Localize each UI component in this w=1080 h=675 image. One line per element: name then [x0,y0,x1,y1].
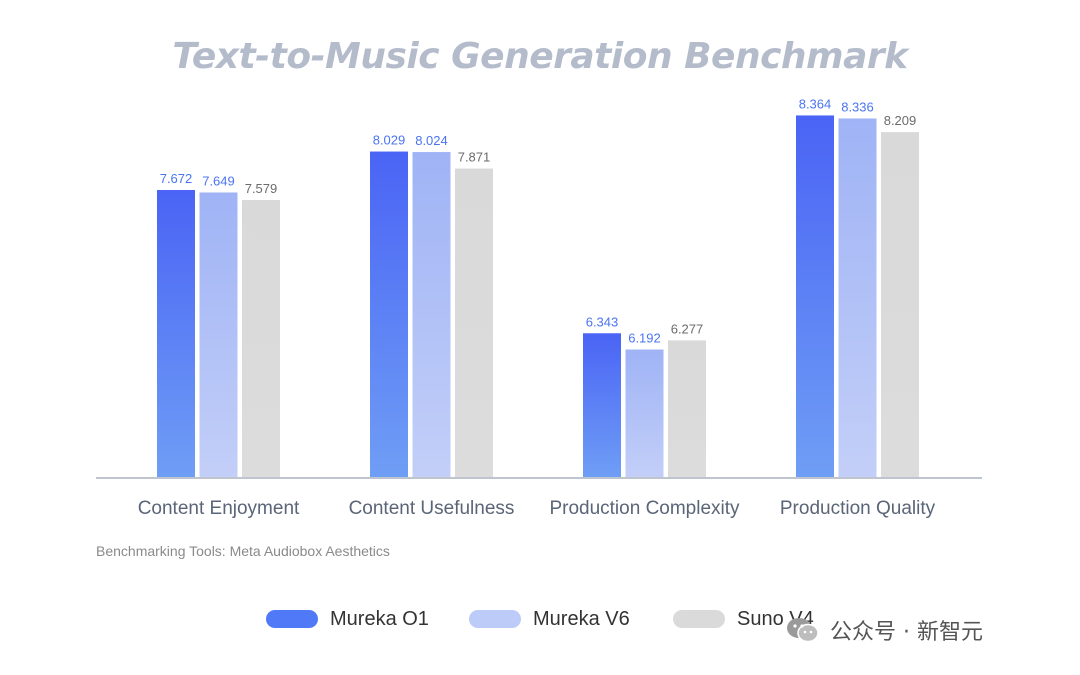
bar-suno-v4-content-enjoyment [242,200,280,478]
bar-suno-v4-production-quality [881,132,919,478]
x-tick-label-production-quality: Production Quality [780,498,936,519]
data-label-suno-v4-production-complexity: 6.277 [671,321,704,336]
legend-swatch-mureka-o1 [266,610,318,628]
data-label-mureka-o1-content-enjoyment: 7.672 [160,171,193,186]
bar-mureka-o1-production-complexity [583,333,621,478]
legend-swatch-mureka-v6 [469,610,521,628]
bar-mureka-o1-content-usefulness [370,151,408,478]
bar-mureka-v6-production-quality [838,118,877,478]
watermark-text: 公众号 · 新智元 [830,620,983,645]
x-tick-label-content-enjoyment: Content Enjoyment [138,498,300,519]
watermark: 公众号 · 新智元 [786,614,983,646]
data-label-mureka-o1-production-complexity: 6.343 [586,314,619,329]
x-tick-label-production-complexity: Production Complexity [549,498,740,519]
chart-title: Text-to-Music Generation Benchmark [172,36,908,77]
data-label-suno-v4-production-quality: 8.209 [884,113,917,128]
wechat-icon [787,618,819,643]
data-label-mureka-o1-production-quality: 8.364 [799,96,832,111]
data-label-mureka-v6-content-enjoyment: 7.649 [202,173,235,188]
data-label-mureka-v6-production-quality: 8.336 [841,99,874,114]
data-label-mureka-v6-production-complexity: 6.192 [628,331,661,346]
legend-item-mureka-o1: Mureka O1 [266,604,429,634]
data-label-suno-v4-content-enjoyment: 7.579 [245,181,278,196]
bar-mureka-o1-production-quality [796,115,834,479]
data-label-mureka-o1-content-usefulness: 8.029 [373,133,406,148]
legend-label-mureka-o1: Mureka O1 [330,607,429,630]
source-note: Benchmarking Tools: Meta Audiobox Aesthe… [96,543,390,559]
data-label-mureka-v6-content-usefulness: 8.024 [415,133,448,148]
bar-mureka-v6-content-usefulness [412,152,451,478]
legend-item-mureka-v6: Mureka V6 [469,604,630,634]
x-tick-label-content-usefulness: Content Usefulness [349,498,515,519]
legend-label-mureka-v6: Mureka V6 [533,607,630,630]
bar-chart: 7.672 7.649 7.579 Content Enjoyment 8.029 8.0… [96,96,982,519]
bar-suno-v4-content-usefulness [455,168,493,478]
legend-swatch-suno-v4 [673,610,725,628]
bar-suno-v4-production-complexity [668,340,706,478]
bar-mureka-o1-content-enjoyment [157,190,195,479]
data-label-suno-v4-content-usefulness: 7.871 [458,150,491,165]
bar-mureka-v6-content-enjoyment [199,192,238,478]
bar-mureka-v6-production-complexity [625,349,664,478]
